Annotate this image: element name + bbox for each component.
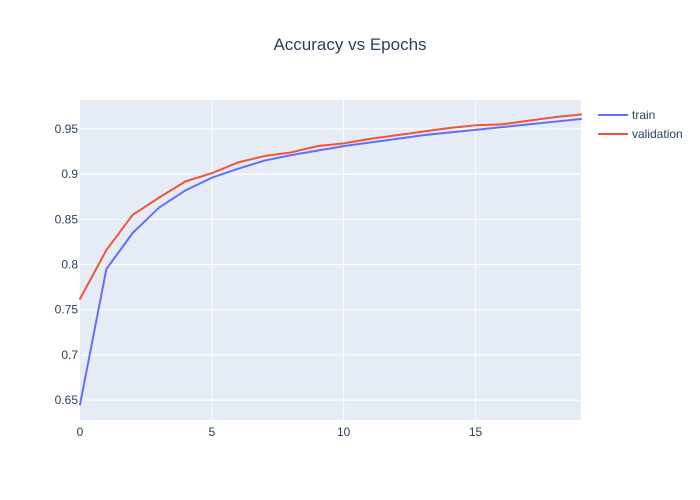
y-tick-label: 0.8 — [61, 258, 78, 272]
y-tick-label: 0.65 — [55, 393, 79, 407]
series-layer — [79, 113, 582, 406]
x-tick-label: 10 — [337, 425, 351, 439]
y-tick-label: 0.85 — [55, 212, 79, 226]
y-tick-label: 0.9 — [61, 167, 78, 181]
legend-item-validation[interactable]: validation — [598, 127, 683, 141]
legend-item-train[interactable]: train — [598, 108, 655, 122]
chart-title: Accuracy vs Epochs — [273, 35, 426, 54]
grid-layer — [80, 100, 581, 420]
series-line-validation — [79, 113, 582, 300]
legend[interactable]: train validation — [598, 108, 683, 141]
series-line-train — [79, 117, 582, 406]
y-tick-label: 0.95 — [55, 122, 79, 136]
y-tick-label: 0.75 — [55, 303, 79, 317]
y-tick-label: 0.7 — [61, 348, 78, 362]
x-tick-label: 5 — [208, 425, 215, 439]
plot-background — [80, 100, 581, 420]
x-tick-label: 0 — [77, 425, 84, 439]
x-tick-label: 15 — [469, 425, 483, 439]
tick-layer: 0 5 10 15 0.65 0.7 0.75 0.8 0.85 0.9 0.95 — [55, 122, 483, 439]
legend-label: train — [632, 108, 655, 122]
legend-label: validation — [632, 127, 683, 141]
